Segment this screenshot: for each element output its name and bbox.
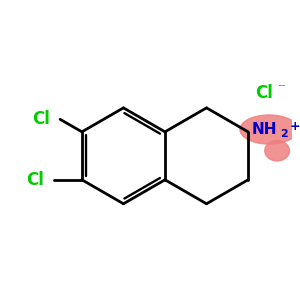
Ellipse shape xyxy=(265,141,289,161)
Ellipse shape xyxy=(240,115,298,144)
Text: NH: NH xyxy=(251,122,277,137)
Text: Cl: Cl xyxy=(32,110,50,128)
Text: Cl: Cl xyxy=(255,84,273,102)
Text: Cl: Cl xyxy=(26,171,44,189)
Text: ⁻: ⁻ xyxy=(278,81,286,96)
Text: 2: 2 xyxy=(280,129,288,139)
Text: +: + xyxy=(289,120,300,133)
